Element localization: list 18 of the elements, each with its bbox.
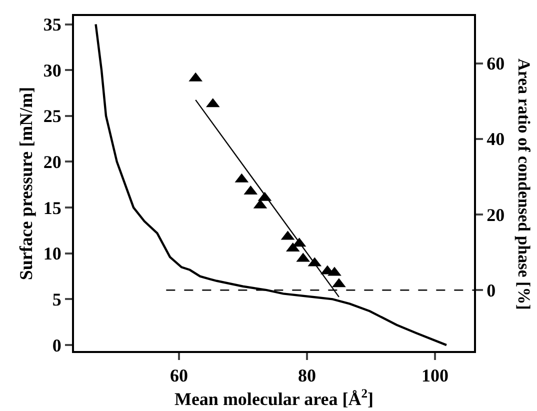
y2-tick-label: 20	[486, 204, 505, 225]
y2-tick-label: 40	[486, 129, 505, 150]
y-tick-label: 15	[43, 198, 62, 218]
x-tick-label: 60	[170, 366, 188, 386]
x-tick-label: 100	[421, 366, 448, 386]
y-tick-label: 25	[43, 106, 62, 126]
x-axis-title: Mean molecular area [Å$^{2}$]	[174, 386, 374, 410]
y-tick-label: 0	[52, 335, 62, 356]
y2-axis-title: Area ratio of condensed phase [%]	[514, 58, 534, 310]
y-tick-label: 35	[43, 14, 62, 35]
y2-tick-label: 60	[486, 54, 505, 74]
y-tick-label: 5	[52, 290, 62, 310]
y2-tick-label: 0	[486, 280, 496, 300]
y-axis-title: Surface pressure [mN/m]	[16, 86, 36, 280]
y-tick-label: 20	[43, 152, 62, 172]
x-tick-label: 80	[298, 366, 316, 386]
y-tick-label: 30	[43, 60, 62, 80]
y-tick-label: 10	[43, 244, 62, 264]
